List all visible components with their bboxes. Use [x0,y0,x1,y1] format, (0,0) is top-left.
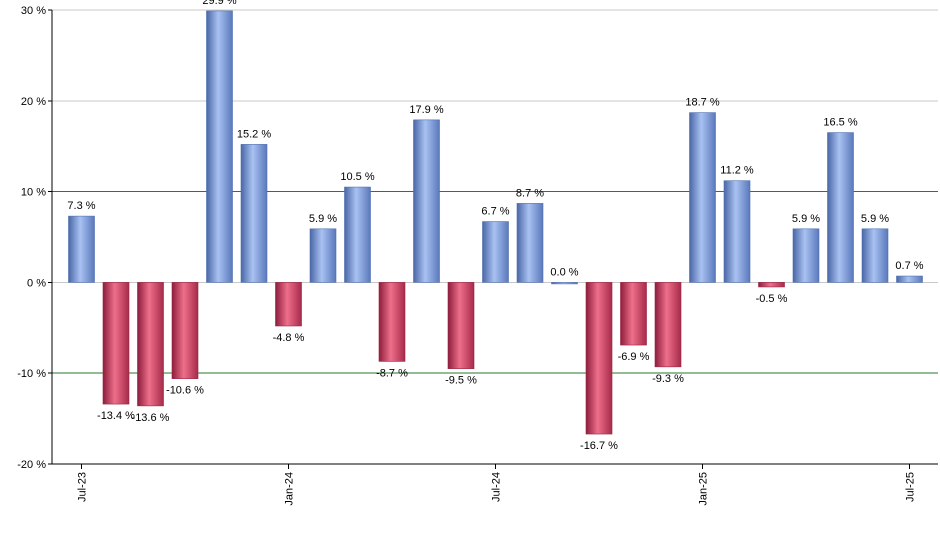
bar [102,282,130,405]
data-label: 0.0 % [550,266,578,278]
bar [309,228,337,283]
data-label: -0.5 % [756,293,788,305]
data-label: 7.3 % [67,200,95,212]
y-tick-label: 20 % [21,96,46,108]
bar [171,282,199,379]
bar [689,112,716,283]
data-label: -10.6 % [166,385,204,397]
bar [275,282,302,327]
data-label: 5.9 % [861,213,889,225]
data-label: 5.9 % [309,213,337,225]
bar [516,203,544,283]
y-tick-label: 10 % [21,187,46,199]
x-tick-label: Jul-25 [905,472,917,502]
data-label: -4.8 % [273,332,305,344]
data-label: 8.7 % [516,187,544,199]
bar [137,282,164,407]
data-label: 5.9 % [792,213,820,225]
data-label: -9.3 % [652,373,684,385]
y-tick-label: 0 % [27,277,46,289]
data-label: -16.7 % [580,440,618,452]
bar [344,186,371,283]
bar [723,180,751,283]
x-tick-label: Jul-23 [77,472,89,502]
data-label: 29.9 % [202,0,236,7]
bar [758,282,785,288]
data-label: 16.5 % [823,117,857,129]
data-label: 15.2 % [237,128,271,140]
data-label: -13.6 % [132,412,170,424]
bar [447,282,475,369]
data-label: 18.7 % [685,97,719,109]
bar [861,228,889,283]
bar [896,275,923,283]
data-label: -13.4 % [97,410,135,422]
x-tick-label: Jan-24 [284,472,296,506]
data-label: 10.5 % [340,171,374,183]
bar [240,144,268,283]
bar [654,282,682,368]
bar [206,10,233,283]
bar [585,282,613,435]
bar [482,221,509,283]
y-tick-label: -20 % [17,459,46,471]
data-label: -6.9 % [618,351,650,363]
bar [620,282,647,346]
data-label: 11.2 % [720,165,754,177]
bars [68,10,923,435]
data-label: 0.7 % [895,260,923,272]
axes: -20 % -10 % 0 % 10 % 20 % 30 % Jul-23 Jan-24 Jul… [17,5,938,506]
x-tick-label: Jul-24 [491,472,503,502]
bar [413,119,440,283]
bar [68,215,95,283]
data-label: 17.9 % [409,104,443,116]
y-tick-label: -10 % [17,368,46,380]
bar [792,228,820,283]
data-labels: 7.3 % -13.4 %-13.6 % -10.6 % 29.9 % 15.2 % -4… [67,0,923,452]
y-tick-label: 30 % [21,5,46,17]
data-label: -9.5 % [445,375,477,387]
bar [551,282,578,285]
bar [378,282,406,362]
x-tick-label: Jan-25 [698,472,710,506]
data-label: -8.7 % [376,367,408,379]
data-label: 6.7 % [481,206,509,218]
bar [827,132,854,283]
